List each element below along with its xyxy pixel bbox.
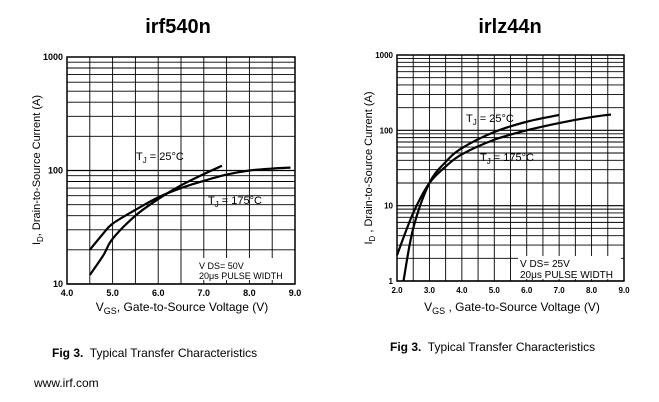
series-label-25c: TJ = 25°C	[466, 113, 514, 127]
condition-pulse: 20μs PULSE WIDTH	[520, 270, 613, 281]
x-tick-label: 8.0	[586, 286, 598, 295]
condition-vds: V DS= 25V	[520, 259, 570, 270]
x-tick-label: 6.0	[521, 286, 533, 295]
caption-text: Typical Transfer Characteristics	[89, 346, 258, 360]
y-tick-label: 1000	[43, 52, 63, 62]
y-tick-label: 100	[48, 166, 63, 176]
caption-fig-number: Fig 3.	[52, 346, 84, 360]
x-axis-label: VGS, Gate-to-Source Voltage (V)	[96, 300, 268, 316]
caption-left: Fig 3. Typical Transfer Characteristics	[52, 346, 257, 360]
caption-text: Typical Transfer Characteristics	[427, 340, 596, 354]
condition-vds: V DS= 50V	[199, 261, 244, 271]
chart-irlz44n: irlz44n 2.0 3.0 4.0 5.0 6.0 7.0 8.0 9.0 1 10 100 10…	[363, 16, 630, 316]
series-line-25c	[88, 164, 223, 276]
x-tick-label: 3.0	[424, 286, 436, 295]
plot-frame	[396, 54, 625, 282]
y-tick-label: 10	[53, 279, 63, 289]
website-footer: www.irf.com	[34, 376, 99, 390]
series-line-175c	[88, 166, 291, 251]
series-label-175c: TJ = 175°C	[480, 152, 534, 166]
plot-grid	[396, 55, 625, 282]
data-curves	[395, 113, 612, 282]
plot-grid	[66, 57, 296, 285]
plot-frame	[66, 56, 296, 285]
x-tick-label: 4.0	[456, 286, 468, 295]
x-tick-label: 2.0	[391, 286, 403, 295]
x-tick-label: 5.0	[106, 288, 119, 298]
series-label-25c: TJ = 25°C	[136, 151, 184, 165]
data-curves	[88, 164, 291, 276]
series-line-25c	[402, 113, 560, 282]
y-tick-label: 1000	[375, 51, 393, 60]
condition-pulse: 20μs PULSE WIDTH	[199, 271, 283, 281]
x-tick-label: 8.0	[243, 288, 256, 298]
y-tick-label: 100	[380, 126, 394, 135]
y-axis-label: ID, Drain-to-Source Current (A)	[31, 95, 45, 245]
x-tick-label: 4.0	[61, 288, 74, 298]
x-tick-label: 7.0	[554, 286, 566, 295]
x-tick-label: 9.0	[618, 286, 630, 295]
x-tick-label: 9.0	[289, 288, 302, 298]
y-tick-label: 1	[389, 277, 394, 286]
tick-labels: 2.0 3.0 4.0 5.0 6.0 7.0 8.0 9.0 1 10 100 1000	[375, 51, 630, 295]
series-label-175c: TJ = 175°C	[208, 195, 262, 209]
y-axis-label: ID , Drain-to-Source Current (A)	[363, 91, 377, 244]
caption-fig-number: Fig 3.	[390, 340, 422, 354]
conditions-box	[197, 258, 289, 280]
conditions-box	[518, 256, 621, 279]
chart-title: irf540n	[145, 16, 211, 38]
tick-labels: 4.0 5.0 6.0 7.0 8.0 9.0 10 100 1000	[43, 52, 301, 298]
chart-title: irlz44n	[478, 16, 541, 38]
y-tick-label: 10	[384, 202, 393, 211]
x-tick-label: 5.0	[489, 286, 501, 295]
series-line-175c	[395, 113, 612, 256]
caption-right: Fig 3. Typical Transfer Characteristics	[390, 340, 595, 354]
x-tick-label: 6.0	[152, 288, 165, 298]
x-tick-label: 7.0	[198, 288, 211, 298]
x-axis-label: VGS , Gate-to-Source Voltage (V)	[424, 300, 600, 316]
chart-irf540n: irf540n 4.0 5.0 6.0 7.0 8.0 9.0 10 100 1000 TJ =…	[31, 16, 301, 316]
